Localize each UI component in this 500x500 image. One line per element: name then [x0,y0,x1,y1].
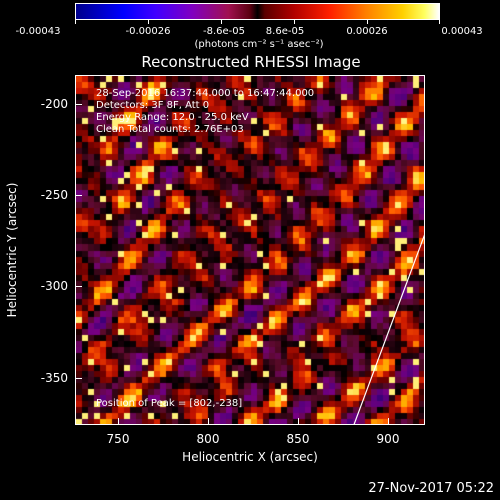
y-axis-label: Heliocentric Y (arcsec) [5,182,19,318]
annotation-block: 28-Sep-2016 16:37:44.000 to 16:47:44.000… [96,88,314,136]
colorbar-tick-label: -0.00026 [125,26,171,37]
colorbar-tick [367,19,368,24]
colorbar-tick [148,19,149,24]
x-tick [298,418,299,425]
y-tick [75,286,82,287]
colorbar-tick-label: -0.00043 [15,26,61,37]
plot-area: 28-Sep-2016 16:37:44.000 to 16:47:44.000… [75,75,425,425]
colorbar-tick-label: -8.6e-05 [203,26,245,37]
x-tick [208,418,209,425]
colorbar-tick-label: 0.00043 [441,26,483,37]
x-tick-label: 800 [196,432,220,446]
y-tick-label: -300 [40,279,68,293]
chart-title: Reconstructed RHESSI Image [141,53,361,71]
colorbar-units: (photons cm⁻² s⁻¹ asec⁻²) [194,39,324,50]
annotation-clean-counts: Clean Total counts: 2.76E+03 [96,124,244,135]
colorbar-tick [439,19,440,24]
colorbar-tick [75,19,76,24]
heatmap-image [76,76,424,424]
x-tick [388,418,389,425]
y-tick [75,378,82,379]
x-tick-label: 900 [376,432,400,446]
annotation-time-range: 28-Sep-2016 16:37:44.000 to 16:47:44.000 [96,88,315,99]
y-tick-label: -350 [40,371,68,385]
y-tick-label: -250 [40,188,68,202]
plot-timestamp: 27-Nov-2017 05:22 [368,481,494,496]
x-tick [118,418,119,425]
colorbar-tick [221,19,222,24]
peak-position-label: Position of Peak = [802,-238] [96,398,243,409]
colorbar-tick-label: 0.00026 [346,26,388,37]
colorbar-tick [294,19,295,24]
solar-limb [353,234,424,424]
y-tick-label: -200 [40,97,68,111]
x-tick-label: 750 [106,432,130,446]
annotation-energy-range: Energy Range: 12.0 - 25.0 keV [96,112,249,123]
y-tick [75,195,82,196]
annotation-detectors: Detectors: 3F 8F, Att 0 [96,100,210,111]
solar-limb-line [353,234,424,424]
y-tick [75,104,82,105]
x-axis-label: Heliocentric X (arcsec) [182,450,318,464]
colorbar [75,3,440,20]
x-tick-label: 850 [286,432,310,446]
colorbar-tick-label: 8.6e-05 [265,26,305,37]
